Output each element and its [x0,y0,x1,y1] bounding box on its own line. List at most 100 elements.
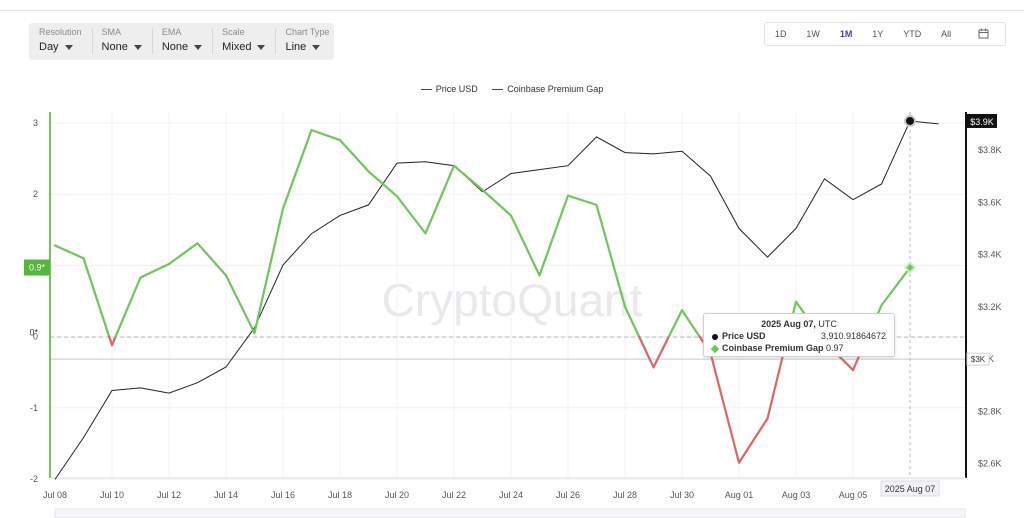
setting-dropdown[interactable]: Line [285,40,329,54]
premium-gap-segment [509,214,541,277]
gap-hover-point [903,261,917,274]
right-value-badge [967,113,997,128]
left-tick-label: -2 [30,474,38,484]
chevron-down-icon [64,44,73,50]
premium-gap-segment [395,195,427,235]
premium-gap-segment [667,309,684,338]
axes: 3210-1-2$3.8K$3.6K$3.4K$3.2K$3K$2.8K$2.6… [30,112,1002,500]
premium-gap-segment [538,194,570,277]
tooltip-title: 2025 Aug 07, UTC [704,314,894,330]
setting-resolution[interactable]: Resolution Day [29,23,92,60]
legend-item-price[interactable]: Price USD [420,84,478,94]
setting-value: None [101,41,128,53]
tooltip-row-price: Price USD 3,910.91864672 [704,330,894,342]
legend-swatch-gap [492,89,504,91]
premium-gap-segment [338,138,370,173]
top-divider [0,10,1024,11]
premium-gap-segment [566,194,598,206]
range-navigator[interactable] [54,508,966,518]
left-tick-label: 3 [33,118,38,128]
tooltip-price-value: 3,910.91864672 [821,331,887,341]
range-ytd[interactable]: YTD [903,29,922,39]
left-tick-label: -1 [30,403,38,413]
premium-gap-segment [652,335,670,369]
right-zero-badge-text: $3K [971,355,986,364]
x-tick-label: Aug 03 [782,490,811,500]
tooltip-row-gap: Coinbase Premium Gap 0.97 [704,342,894,354]
x-tick-label: Jul 18 [328,490,352,500]
chevron-down-icon [312,44,321,50]
premium-gap-segment [53,244,85,260]
premium-gap-segment [623,305,641,338]
range-1d[interactable]: 1D [774,29,787,39]
legend-label-gap: Coinbase Premium Gap [507,84,604,94]
premium-gap-segment [367,170,399,198]
chart-legend: Price USD Coinbase Premium Gap [0,84,1024,94]
premium-gap-segment [82,257,111,338]
setting-ema[interactable]: EMA None [151,23,212,60]
premium-gap-segment [114,276,142,338]
time-range-selector: 1D 1W 1M 1Y YTD All [764,22,1006,46]
x-tick-label: Jul 08 [43,490,67,500]
premium-gap-segment [680,309,701,338]
range-all[interactable]: All [941,29,952,39]
setting-dropdown[interactable]: Mixed [222,40,266,54]
right-tick-label: $3.2K [978,302,1002,312]
premium-gap-segment [139,262,171,279]
chevron-down-icon [194,44,203,50]
tooltip-gap-value: 0.97 [826,343,844,353]
chart-settings-toolbar: Resolution Day SMA None EMA None Scale Mixed Cha… [29,23,334,60]
x-tick-label: Jul 20 [385,490,409,500]
price-dot-icon [712,333,718,340]
right-tick-label: $3.6K [978,197,1002,207]
setting-sma[interactable]: SMA None [91,23,152,60]
range-1w[interactable]: 1W [806,29,820,39]
chevron-down-icon [133,44,142,50]
setting-dropdown[interactable]: None [102,40,142,54]
premium-gap-segment [253,207,285,335]
premium-gap-segment [167,242,199,266]
setting-dropdown[interactable]: Day [39,40,82,54]
tooltip-price-label: Price USD [722,331,766,341]
premium-gap-segment [110,335,117,347]
premium-gap-segment [709,351,741,464]
range-1y[interactable]: 1Y [872,29,884,39]
x-tick-label: Aug 01 [725,490,754,500]
x-tick-label: Jul 14 [214,490,238,500]
price-usd-line [54,120,939,480]
watermark: CryptoQuant [382,274,643,326]
premium-gap-segment [452,164,484,192]
setting-label: Chart Type [285,27,330,37]
left-value-badge-text: 0.9* [29,263,46,273]
range-1m[interactable]: 1M [839,29,853,39]
axis-markers: 0.9* 0* $3.9K $3K 2025 Aug 07 [24,113,997,518]
gap-diamond-icon [710,344,720,353]
right-value-badge-text: $3.9K [970,117,994,127]
setting-value: Line [285,41,307,53]
x-tick-label: Jul 16 [271,490,295,500]
legend-item-gap[interactable]: Coinbase Premium Gap [492,84,603,94]
hover-tooltip: 2025 Aug 07, UTC Price USD 3,910.91864672… [703,313,895,357]
premium-gap-segment [196,242,228,277]
premium-gap-segment [281,129,313,210]
premium-gap-segment [224,274,256,335]
right-tick-label: $2.6K [978,459,1002,469]
setting-label: SMA [101,27,122,37]
right-tick-label: $3.4K [978,250,1002,260]
setting-value: Day [39,41,59,53]
x-tick-label: Jul 28 [613,490,637,500]
x-tick-label: Jul 10 [100,490,124,500]
setting-scale[interactable]: Scale Mixed [212,23,275,60]
calendar-icon[interactable] [961,28,1005,41]
setting-chart-type[interactable]: Chart Type Line [275,23,339,60]
premium-gap-segment [737,417,769,464]
right-tick-label: $2.8K [978,406,1002,416]
tooltip-gap-label: Coinbase Premium Gap [722,343,824,353]
setting-label: EMA [161,27,182,37]
setting-label: Scale [222,27,245,37]
premium-gap-segment [424,164,456,235]
setting-dropdown[interactable]: None [161,40,203,54]
setting-value: None [161,41,189,53]
crosshair-date-text: 2025 Aug 07 [885,484,936,494]
